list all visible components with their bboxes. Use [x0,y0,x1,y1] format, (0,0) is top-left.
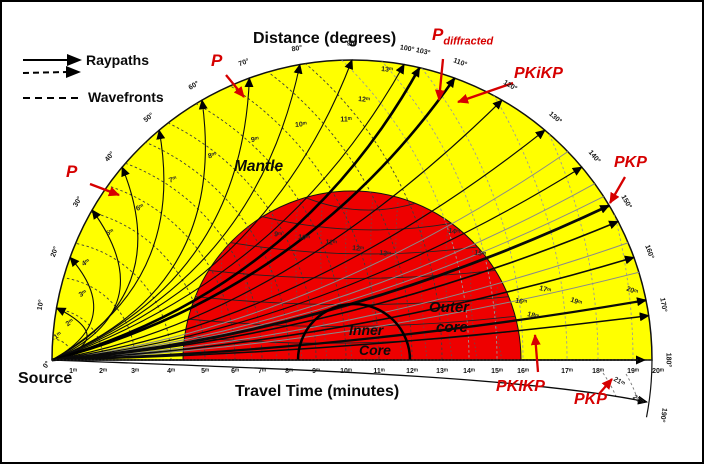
time-tick-label: 17ᵐ [561,368,573,375]
p-left-arrow [89,182,120,197]
distance-tick-label: 180° [664,352,672,368]
pkikp-upper-arrow [457,81,514,104]
time-tick-label: 8ᵐ [285,368,293,375]
wavefront-minute-label: 9ᵐ [250,135,260,145]
wavefront-minute-label: 12ᵐ [351,245,365,253]
pkp-ray-beyond-180 [51,359,648,405]
time-tick-label: 13ᵐ [436,368,448,375]
mantle-label: Mantle [234,158,284,175]
wavefront-minute-label: 11ᵐ [340,116,352,124]
time-tick-label: 6ᵐ [231,368,239,375]
time-tick-label: 5ᵐ [201,368,209,375]
time-tick-label: 4ᵐ [167,368,175,375]
time-tick-label: 16ᵐ [517,368,529,375]
time-tick-label: 18ᵐ [592,368,604,375]
pkp-upper-label: PKP [614,154,647,171]
legend-raypath-dashed-line [22,71,68,74]
legend-raypaths-label: Raypaths [86,52,150,68]
source-label: Source [18,370,73,387]
pkikp-lower-label: PKIKP [496,378,545,395]
legend-raypath-arrow2-icon [66,66,81,78]
time-tick-label: 11ᵐ [373,368,385,375]
pkp-lower-label: PKP [574,391,607,408]
pkp-upper-arrow [609,176,626,204]
p-left-label: P [66,162,78,181]
time-tick-label: 10ᵐ [340,368,352,375]
outer-core-label-line1: Outer [429,299,470,316]
legend-raypath-arrow-icon [67,54,82,66]
time-tick-label: 9ᵐ [312,368,320,375]
wavefront-minute-label: 13ᵐ [378,249,392,259]
p-upper-arrow [225,74,245,98]
time-tick-label: 7ᵐ [258,368,266,375]
core-mantle-boundary [182,190,522,361]
outer-core-label-line2: core [436,319,468,336]
time-tick-label: 12ᵐ [406,368,418,375]
wavefront-minute-label: 10ᵐ [297,234,311,242]
legend-wavefronts-label: Wavefronts [88,89,164,105]
inner-core-label-line1: Inner [349,322,384,338]
time-tick-label: 1ᵐ [69,368,77,375]
p-upper-label: P [211,51,223,70]
time-tick-label: 2ᵐ [99,368,107,375]
wavefront-minute-label: 10ᵐ [294,121,308,129]
wavefront-minute-label: 9ᵐ [273,231,283,239]
time-tick-label: 15ᵐ [491,368,503,375]
distance-axis-title: Distance (degrees) [253,30,397,47]
wavefront-minute-label: 12ᵐ [357,96,371,104]
pkikp-upper-label: PKiKP [514,65,563,82]
legend-symbols [22,54,82,99]
pkikp-lower-arrow [530,334,541,373]
time-tick-label: 19ᵐ [627,368,639,375]
inner-core-label-line2: Core [359,342,391,358]
time-tick-label: 3ᵐ [131,368,139,375]
wavefront-minute-label: 13ᵐ [380,66,394,74]
inner-core-boundary [296,302,412,361]
p-diffracted-label: Pdiffracted [432,25,494,48]
outer-core-region [183,191,521,360]
time-tick-label: 20ᵐ [652,368,664,375]
p-diffracted-arrow [434,58,445,101]
travel-time-axis-label: Travel Time (minutes) [235,383,400,400]
distance-tick-label: 90° [346,40,358,48]
wavefront-minute-label: 11ᵐ [325,239,337,247]
pkp-lower-arrow [598,378,613,395]
time-tick-label: 14ᵐ [463,368,475,375]
